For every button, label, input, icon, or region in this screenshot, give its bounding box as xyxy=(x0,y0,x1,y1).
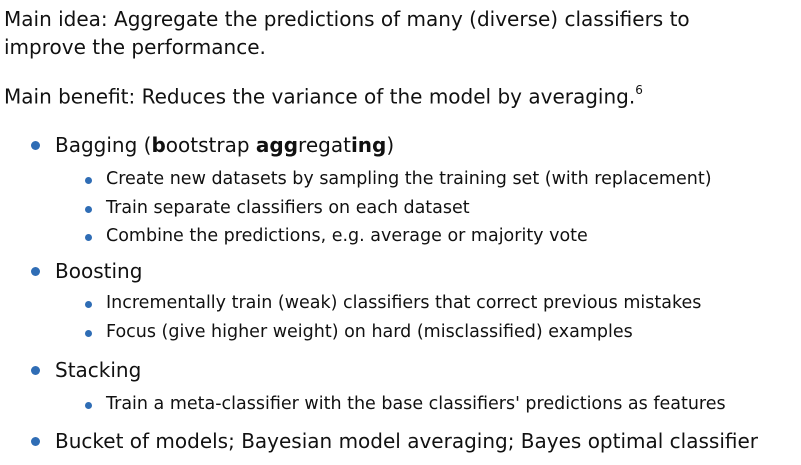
subitem: Train a meta-classifier with the base cl… xyxy=(106,394,726,414)
subitem: Create new datasets by sampling the trai… xyxy=(106,169,712,189)
bold-text: ing xyxy=(350,133,387,157)
sub-bullet xyxy=(85,402,92,409)
item-label: Bagging (bootstrap aggregating) xyxy=(55,135,394,155)
main-benefit-text: Main benefit: Reduces the variance of th… xyxy=(4,84,636,109)
subitem: Combine the predictions, e.g. average or… xyxy=(106,226,588,246)
item-label: Boosting xyxy=(55,259,143,283)
main-benefit: Main benefit: Reduces the variance of th… xyxy=(4,83,643,109)
item-label: Bucket of models; Bayesian model averagi… xyxy=(55,429,759,453)
subitem: Train separate classifiers on each datas… xyxy=(106,198,470,218)
bullet xyxy=(31,437,40,446)
bullet xyxy=(31,267,40,276)
bold-text: b xyxy=(151,133,166,157)
sub-bullet xyxy=(85,177,92,184)
subitem: Incrementally train (weak) classifiers t… xyxy=(106,293,702,313)
sub-bullet xyxy=(85,206,92,213)
item-label: Stacking xyxy=(55,358,142,382)
sub-bullet xyxy=(85,234,92,241)
text: ootstrap xyxy=(165,133,256,157)
text: Bagging ( xyxy=(55,133,152,157)
text: ) xyxy=(386,133,395,157)
bullet xyxy=(31,366,40,375)
footnote-mark: 6 xyxy=(635,83,643,97)
bullet xyxy=(31,141,40,150)
text: regat xyxy=(298,133,351,157)
sub-bullet xyxy=(85,330,92,337)
bold-text: agg xyxy=(255,133,299,157)
main-idea-line: Main idea: Aggregate the predictions of … xyxy=(4,7,690,31)
subitem: Focus (give higher weight) on hard (misc… xyxy=(106,322,633,342)
sub-bullet xyxy=(85,301,92,308)
main-idea-line: improve the performance. xyxy=(4,35,266,59)
